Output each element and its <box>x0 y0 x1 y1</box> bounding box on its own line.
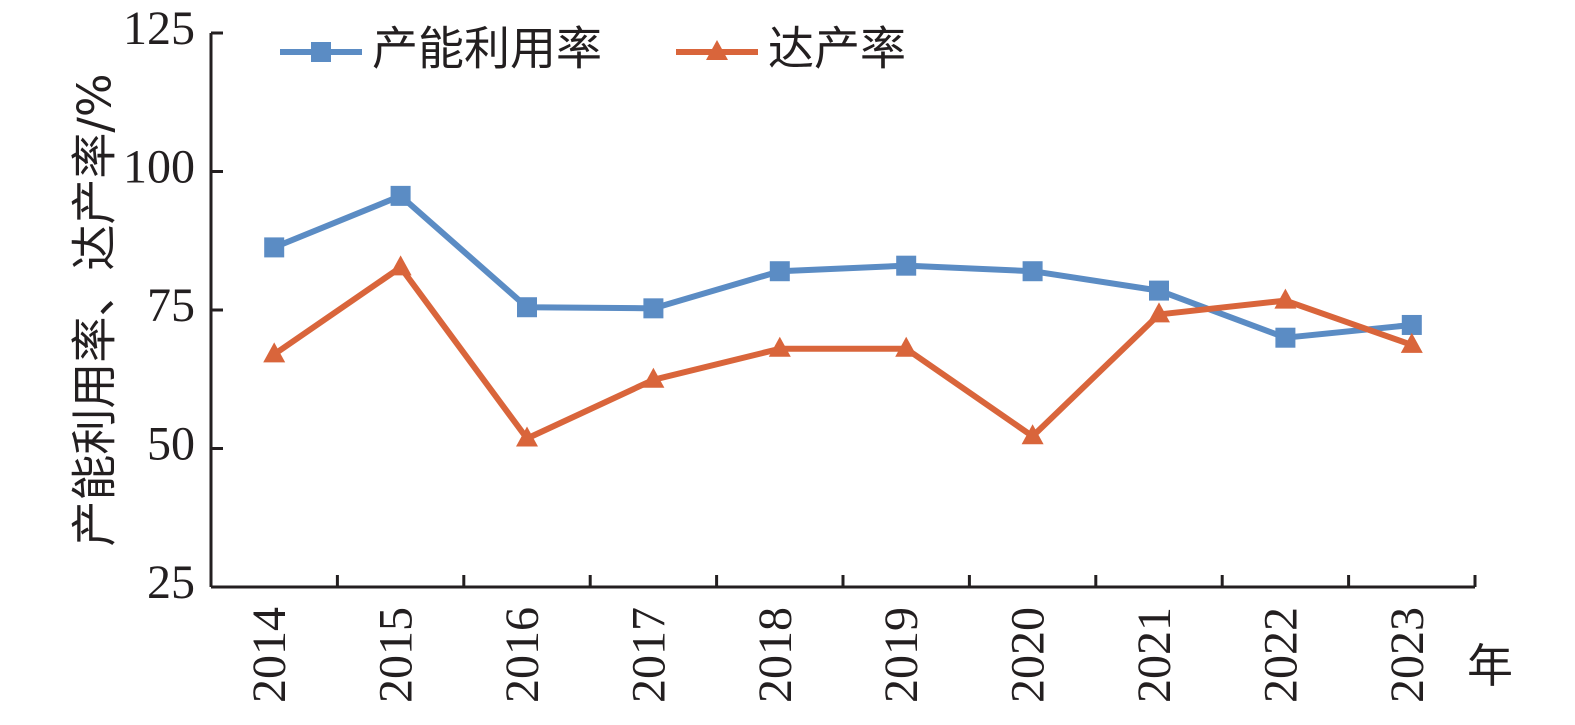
data-point <box>390 185 411 206</box>
data-point <box>769 261 790 282</box>
x-axis-title: 年 <box>1467 639 1513 693</box>
x-tick-label: 2020 <box>1002 607 1055 703</box>
y-ticks: 25 50 75 100 125 <box>123 2 223 609</box>
series-1 <box>264 185 1422 348</box>
data-point <box>1021 424 1044 445</box>
data-point <box>389 255 412 276</box>
data-point <box>517 297 537 318</box>
data-point <box>1148 302 1170 323</box>
x-tick-label: 2017 <box>622 607 675 703</box>
y-tick-label: 100 <box>123 141 195 194</box>
data-point <box>1401 314 1422 335</box>
series-line <box>272 264 1413 442</box>
data-point <box>1149 280 1169 301</box>
y-tick-label: 25 <box>147 556 195 609</box>
data-point <box>263 342 286 363</box>
legend-item: 达产率 <box>676 22 906 76</box>
y-axis-title: 产能利用率、达产率/% <box>68 73 122 546</box>
x-tick-label: 2019 <box>875 607 928 703</box>
x-tick-label: 2021 <box>1128 607 1181 703</box>
series-2 <box>263 255 1423 447</box>
y-tick-label: 50 <box>147 418 195 471</box>
y-tick-label: 125 <box>123 2 195 55</box>
series-layer <box>263 185 1423 447</box>
legend-marker <box>311 42 331 62</box>
axes: 25 50 75 100 125 2014 2015 2016 2017 2018 2019 202… <box>123 2 1477 703</box>
data-point <box>516 426 538 447</box>
x-tick-label: 2014 <box>243 607 296 703</box>
data-point <box>768 336 791 357</box>
x-tick-label: 2022 <box>1254 607 1307 703</box>
legend-label: 达产率 <box>768 22 906 76</box>
data-point <box>896 255 917 276</box>
data-point <box>642 367 665 388</box>
y-tick-label: 75 <box>147 279 195 332</box>
data-point <box>264 237 285 258</box>
series-line <box>273 192 1413 341</box>
legend: 产能利用率 达产率 <box>280 22 906 76</box>
x-ticks: 2014 2015 2016 2017 2018 2019 2020 2021 2022 2023 <box>243 575 1477 703</box>
x-tick-label: 2023 <box>1381 607 1434 703</box>
x-tick-label: 2015 <box>370 607 423 703</box>
legend-marker <box>706 40 728 60</box>
data-point <box>1275 327 1296 348</box>
data-point <box>895 336 918 357</box>
data-point <box>1274 288 1297 309</box>
legend-label: 产能利用率 <box>372 22 602 76</box>
data-point <box>1400 332 1423 353</box>
legend-item: 产能利用率 <box>280 22 602 76</box>
x-tick-label: 2016 <box>496 607 549 703</box>
data-point <box>643 298 664 319</box>
x-tick-label: 2018 <box>749 607 802 703</box>
data-point <box>1022 261 1043 282</box>
